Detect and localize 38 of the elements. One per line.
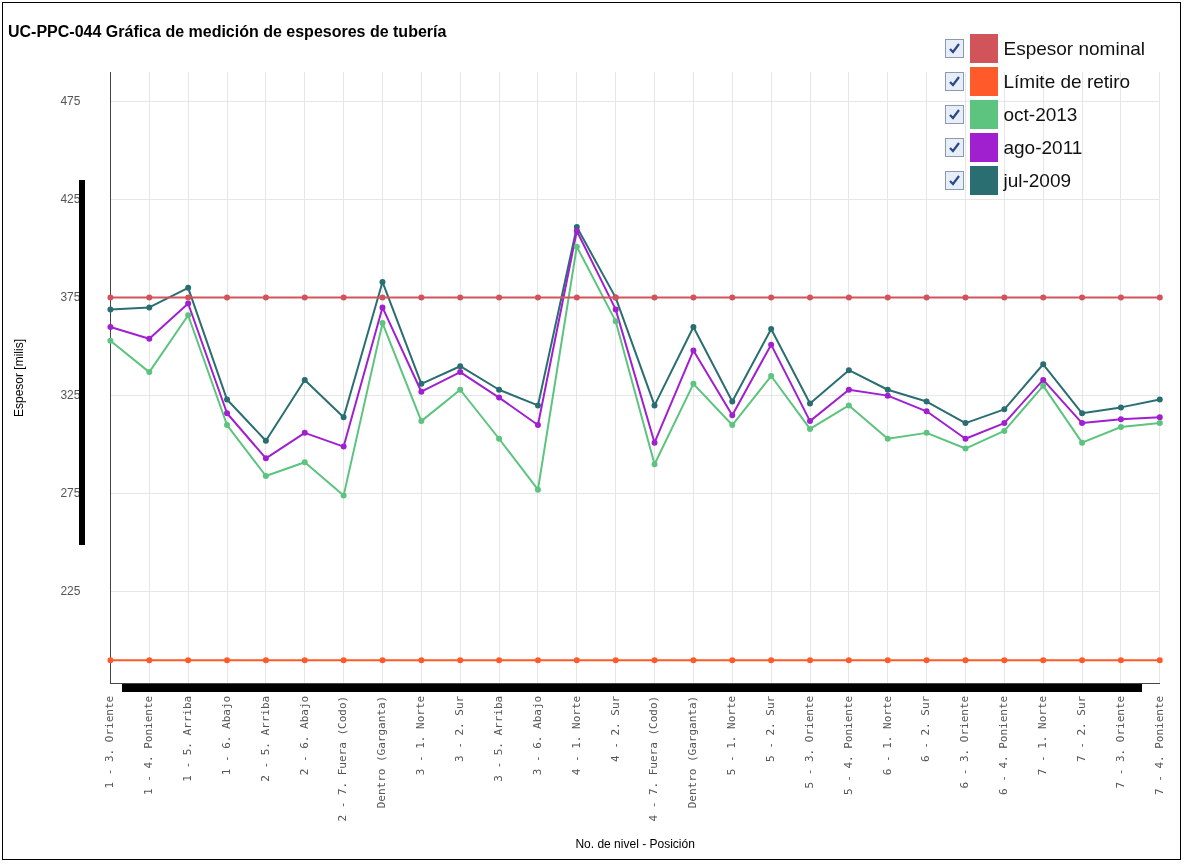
x-tick-label: 6 - 1. Norte	[880, 695, 894, 776]
x-axis-title: No. de nivel - Posición	[575, 837, 695, 852]
x-tick-label: 7 - 4. Poniente	[1152, 695, 1166, 796]
x-tick-label: 7 - 2. Sur	[1074, 695, 1088, 763]
x-tick-label: 6 - 3. Oriente	[958, 695, 972, 789]
x-tick-label: 4 - 7. Fuera (Codo)	[647, 695, 661, 822]
x-tick-label: 7 - 1. Norte	[1036, 695, 1050, 776]
x-tick-label: 3 - 5. Arriba	[491, 695, 505, 782]
x-tick-label: 1 - 4. Poniente	[142, 695, 156, 796]
x-tick-label: 5 - 1. Norte	[725, 695, 739, 776]
y-tick-label: 225	[60, 583, 81, 598]
x-tick-label: Dentro (Garganta)	[375, 695, 389, 809]
x-tick-label: 1 - 3. Oriente	[103, 695, 117, 789]
y-axis-title: Espesor [milis]	[11, 338, 26, 417]
x-tick-label: 1 - 6. Abajo	[219, 695, 233, 776]
legend-label: Espesor nominal	[1003, 37, 1145, 60]
x-tick-label: 3 - 2. Sur	[453, 695, 467, 763]
x-tick-label: 3 - 1. Norte	[414, 695, 428, 776]
x-tick-label: 3 - 6. Abajo	[530, 695, 544, 776]
legend-label: Límite de retiro	[1003, 70, 1131, 93]
x-tick-label: 5 - 4. Poniente	[841, 695, 855, 796]
legend-label: jul-2009	[1003, 169, 1072, 192]
legend-label: ago-2011	[1003, 136, 1083, 159]
x-tick-label: 6 - 4. Poniente	[997, 695, 1011, 796]
x-tick-label: 4 - 2. Sur	[608, 695, 622, 763]
x-tick-label: 4 - 1. Norte	[569, 695, 583, 776]
chart-title: UC-PPC-044 Gráfica de medición de espesores de tubería	[8, 23, 447, 41]
x-tick-label: Dentro (Garganta)	[686, 695, 700, 809]
y-tick-label: 475	[60, 93, 81, 108]
x-tick-label: 2 - 5. Arriba	[258, 695, 272, 782]
x-tick-label: 7 - 3. Oriente	[1113, 695, 1127, 789]
x-tick-label: 5 - 3. Oriente	[802, 695, 816, 789]
x-tick-label: 6 - 2. Sur	[919, 695, 933, 763]
x-tick-label: 2 - 6. Abajo	[297, 695, 311, 776]
x-tick-label: 2 - 7. Fuera (Codo)	[336, 695, 350, 822]
legend-label: oct-2013	[1003, 103, 1078, 126]
x-tick-label: 5 - 2. Sur	[764, 695, 777, 763]
x-tick-label: 1 - 5. Arriba	[181, 695, 195, 782]
